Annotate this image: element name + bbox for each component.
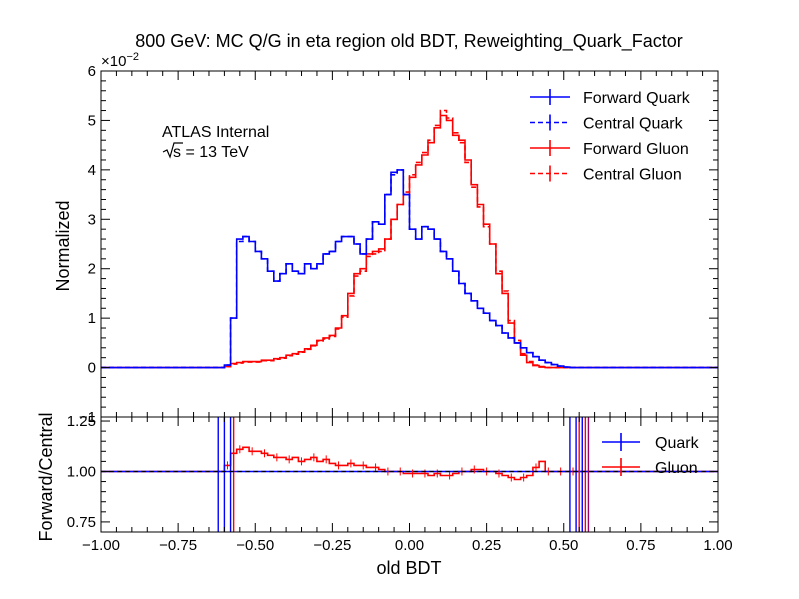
ratio-y-tick-label: 1.25: [67, 413, 96, 430]
main-legend: Forward Quark Central Quark Forward Gluon C…: [530, 89, 691, 184]
legend-label: Gluon: [655, 460, 698, 477]
x-tick-label: −0.75: [159, 537, 197, 554]
ratio-y-axis-title: Forward/Central: [36, 412, 56, 541]
ratio-legend-entry-gluon: Gluon: [602, 458, 698, 477]
legend-label: Central Gluon: [583, 167, 682, 184]
ratio-legend-entry-quark: Quark: [602, 433, 700, 452]
series-central-quark: [101, 169, 718, 369]
series-gluon-ratio: [101, 446, 718, 481]
x-tick-label: 0.00: [395, 537, 424, 554]
legend-label: Quark: [655, 435, 700, 452]
main-y-tick-label: 1: [88, 310, 96, 327]
legend-entry-forward-gluon: Forward Gluon: [530, 140, 689, 158]
main-panel: −1 0 1 2 3 4 5 6 ×10−2 Normalized ATLAS Interna…: [53, 51, 719, 426]
x-tick-label: 0.25: [472, 537, 501, 554]
main-y-tick-label: 6: [88, 63, 96, 80]
x-tick-label: −0.50: [236, 537, 274, 554]
main-y-tick-label: −1: [79, 409, 96, 426]
series-forward-quark: [101, 169, 718, 369]
x-tick-label: 0.75: [626, 537, 655, 554]
legend-entry-central-gluon: Central Gluon: [530, 165, 682, 184]
legend-label: Forward Gluon: [583, 141, 689, 158]
x-tick-label: −1.00: [82, 537, 120, 554]
legend-entry-forward-quark: Forward Quark: [530, 89, 691, 107]
x-tick-label: 1.00: [703, 537, 732, 554]
legend-entry-central-quark: Central Quark: [530, 114, 684, 133]
energy-label: s = 13 TeV: [162, 142, 249, 161]
energy-text: s = 13 TeV: [173, 144, 249, 161]
ratio-panel: 0.75 1.00 1.25 −1.00 −0.75 −0.50 −0.25 0.00 0.25…: [36, 412, 733, 578]
x-tick-label: −0.25: [313, 537, 351, 554]
series-central-gluon: [101, 109, 718, 369]
sqrt-symbol: [162, 142, 183, 159]
ratio-y-tick-label: 0.75: [67, 514, 96, 531]
y-multiplier: ×10−2: [101, 51, 139, 70]
legend-label: Forward Quark: [583, 90, 691, 107]
legend-label: Central Quark: [583, 116, 684, 133]
ratio-legend: Quark Gluon: [602, 433, 700, 477]
main-y-tick-label: 4: [88, 162, 96, 179]
main-y-tick-label: 3: [88, 211, 96, 228]
main-y-tick-label: 0: [88, 360, 96, 377]
main-y-tick-label: 5: [88, 112, 96, 129]
ratio-frame: [100, 416, 719, 533]
x-axis-title: old BDT: [376, 558, 441, 578]
atlas-label: ATLAS Internal: [162, 124, 269, 141]
main-y-tick-label: 2: [88, 261, 96, 278]
ratio-y-tick-label: 1.00: [67, 463, 96, 480]
main-y-axis-title: Normalized: [53, 200, 73, 291]
x-tick-label: 0.50: [549, 537, 578, 554]
chart-title: 800 GeV: MC Q/G in eta region old BDT, R…: [135, 31, 683, 52]
